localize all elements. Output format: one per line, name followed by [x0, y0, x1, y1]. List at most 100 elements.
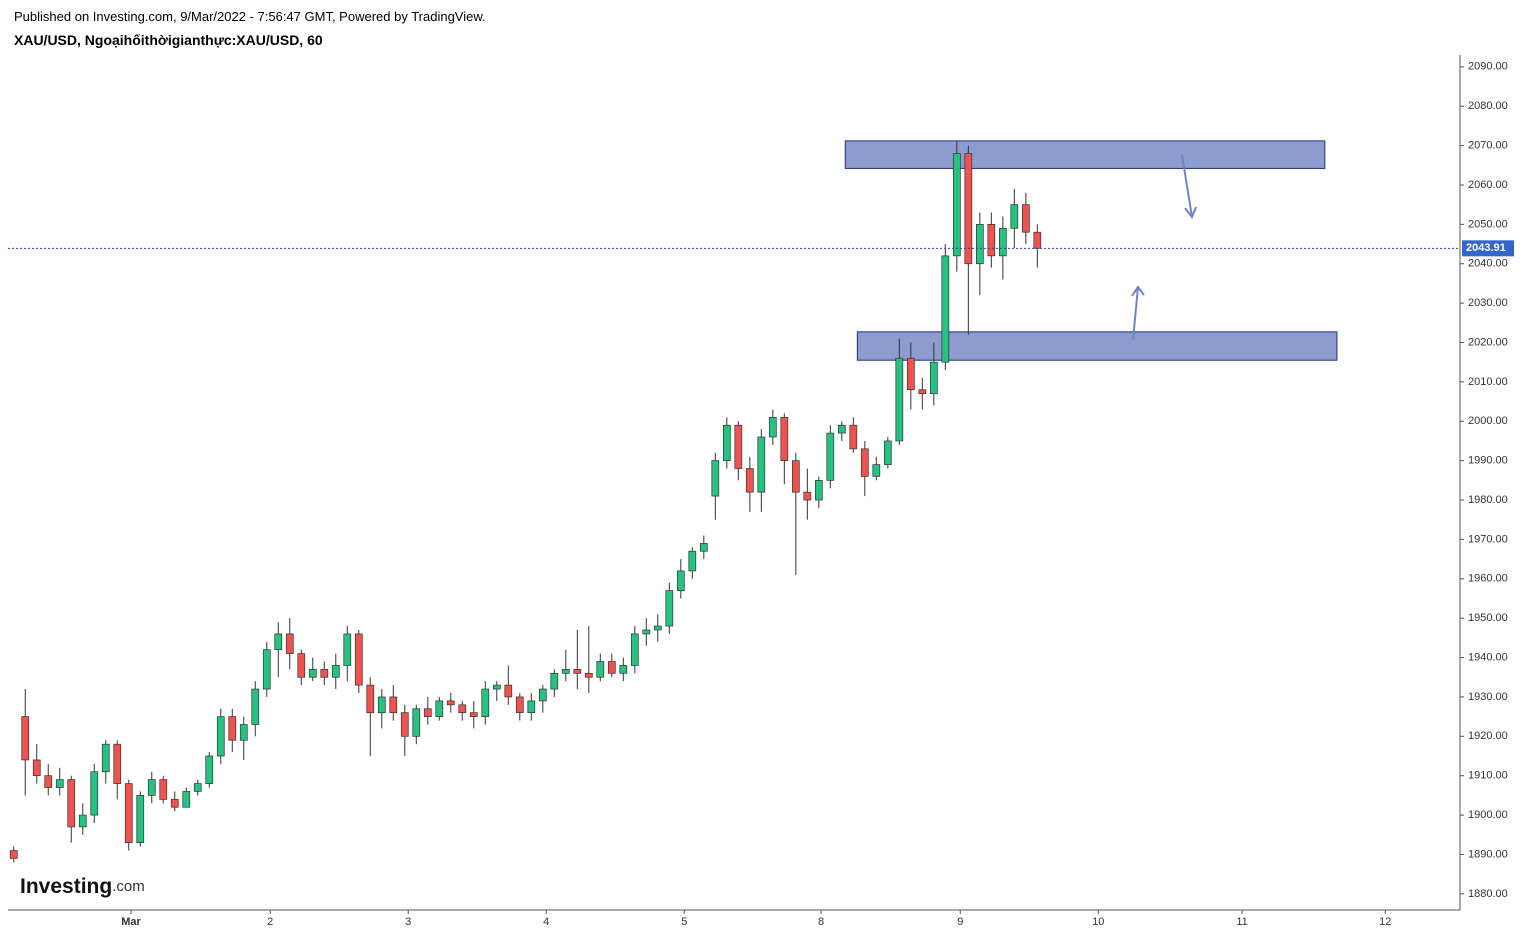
last-price-label: 2043.91	[1466, 242, 1506, 254]
candle-body	[389, 696, 398, 714]
candle-body	[584, 672, 593, 678]
candle-body	[688, 550, 697, 572]
logo-suffix: .com	[112, 878, 145, 895]
candle-body	[67, 779, 76, 828]
candle-body	[837, 424, 846, 434]
y-tick-label: 1930.00	[1468, 691, 1508, 703]
candle-body	[883, 440, 892, 465]
candle-body	[113, 743, 122, 784]
candle-body	[251, 688, 260, 725]
candle-body	[331, 665, 340, 678]
candle-body	[619, 665, 628, 674]
y-tick-label: 1950.00	[1468, 612, 1508, 624]
candle-body	[998, 227, 1007, 257]
candle-body	[469, 712, 478, 717]
candle-body	[860, 448, 869, 477]
candle-body	[803, 491, 812, 501]
y-tick-label: 1880.00	[1468, 888, 1508, 900]
y-tick-label: 2010.00	[1468, 376, 1508, 388]
candle-body	[757, 436, 766, 493]
candle-body	[952, 153, 961, 257]
candle-body	[929, 361, 938, 395]
candle-body	[205, 755, 214, 784]
candle-body	[768, 416, 777, 438]
candle-body	[642, 629, 651, 635]
candle-body	[780, 416, 789, 461]
candle-body	[1021, 204, 1030, 233]
candle-body	[1010, 204, 1019, 229]
candle-body	[538, 688, 547, 702]
candle-body	[343, 633, 352, 666]
candle-body	[147, 779, 156, 796]
candle-body	[504, 684, 513, 698]
candle-body	[607, 661, 616, 674]
candle-body	[906, 357, 915, 391]
x-tick-label: 5	[681, 916, 687, 928]
candle-body	[561, 669, 570, 674]
candle-body	[987, 223, 996, 257]
zone	[844, 140, 1326, 169]
y-tick-label: 1990.00	[1468, 455, 1508, 467]
y-tick-label: 2080.00	[1468, 100, 1508, 112]
candle-body	[872, 464, 881, 477]
candle-body	[711, 460, 720, 497]
zone	[856, 331, 1338, 361]
candle-body	[573, 669, 582, 674]
candle-body	[239, 724, 248, 741]
candle-body	[1033, 231, 1042, 249]
candle-body	[182, 791, 191, 808]
candle-body	[849, 424, 858, 450]
y-tick-label: 1960.00	[1468, 573, 1508, 585]
candle-body	[435, 700, 444, 717]
candle-body	[274, 633, 283, 651]
candle-body	[354, 633, 363, 686]
x-tick-label: 9	[957, 916, 963, 928]
y-tick-label: 2030.00	[1468, 297, 1508, 309]
candle-body	[55, 779, 64, 788]
candle-body	[216, 716, 225, 757]
candle-body	[412, 708, 421, 737]
y-tick-label: 1970.00	[1468, 533, 1508, 545]
x-tick-label: 11	[1236, 916, 1247, 928]
candle-body	[90, 771, 99, 816]
candle-body	[400, 712, 409, 737]
candle-body	[101, 743, 110, 773]
y-tick-label: 2060.00	[1468, 179, 1508, 191]
y-tick-label: 1940.00	[1468, 651, 1508, 663]
candle-body	[814, 479, 823, 501]
candle-body	[78, 814, 87, 828]
candle-body	[722, 424, 731, 461]
arrow-up	[1131, 285, 1145, 341]
published-line: Published on Investing.com, 9/Mar/2022 -…	[14, 9, 486, 24]
candle-body	[366, 684, 375, 714]
x-tick-label: Mar	[121, 916, 141, 928]
candle-body	[918, 389, 927, 395]
candle-body	[515, 696, 524, 714]
x-tick-label: 4	[543, 916, 549, 928]
candle-body	[423, 708, 432, 717]
candles	[9, 141, 1042, 863]
logo-brand: Investing	[20, 875, 112, 898]
candle-body	[676, 570, 685, 591]
candle-body	[170, 798, 179, 808]
symbol-line: XAU/USD, Ngoạihốithờigianthực:XAU/USD, 6…	[14, 32, 323, 48]
candle-body	[596, 661, 605, 678]
y-tick-label: 1980.00	[1468, 494, 1508, 506]
y-tick-label: 1900.00	[1468, 809, 1508, 821]
candle-body	[941, 255, 950, 363]
logo: Investing.com	[20, 875, 145, 898]
x-tick-label: 2	[267, 916, 273, 928]
candle-body	[481, 688, 490, 717]
y-tick-label: 2070.00	[1468, 139, 1508, 151]
x-tick-label: 3	[405, 916, 411, 928]
candle-body	[745, 468, 754, 493]
candle-body	[124, 783, 133, 844]
candle-body	[44, 775, 53, 788]
candle-body	[320, 669, 329, 678]
candle-body	[734, 424, 743, 469]
candle-body	[975, 223, 984, 265]
candle-body	[895, 357, 904, 442]
y-tick-label: 2090.00	[1468, 61, 1508, 73]
last-price-box	[1462, 240, 1514, 257]
